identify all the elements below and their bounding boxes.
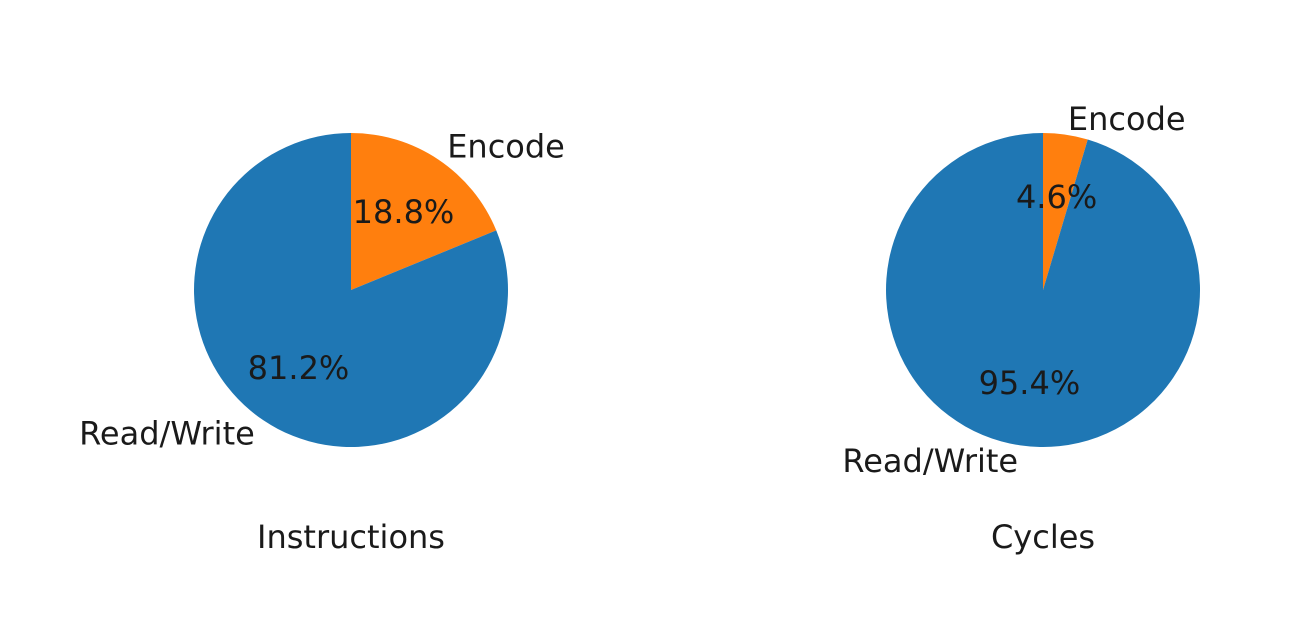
- slice-label-read-write: Read/Write: [79, 414, 255, 452]
- pie-slice-read-write: [194, 133, 509, 447]
- slice-pct-label-encode: 18.8%: [353, 193, 455, 231]
- slice-pct-label-read-write: 95.4%: [979, 364, 1081, 402]
- pie-chart-cycles: Encode 4.6% Read/Write 95.4% Cycles: [842, 100, 1201, 556]
- pie-title-instructions: Instructions: [257, 518, 445, 556]
- pie-chart-instructions: Encode 18.8% Read/Write 81.2% Instructions: [79, 128, 565, 556]
- pie-title-cycles: Cycles: [991, 518, 1095, 556]
- slice-pct-label-read-write: 81.2%: [248, 349, 350, 387]
- slice-label-encode: Encode: [1068, 100, 1186, 138]
- pie-slice-read-write: [886, 133, 1201, 447]
- pie-slice-encode: [351, 133, 497, 290]
- slice-label-read-write: Read/Write: [842, 442, 1018, 480]
- pie-slice-encode: [1043, 133, 1088, 290]
- slice-label-encode: Encode: [447, 128, 565, 166]
- slice-pct-label-encode: 4.6%: [1016, 178, 1097, 216]
